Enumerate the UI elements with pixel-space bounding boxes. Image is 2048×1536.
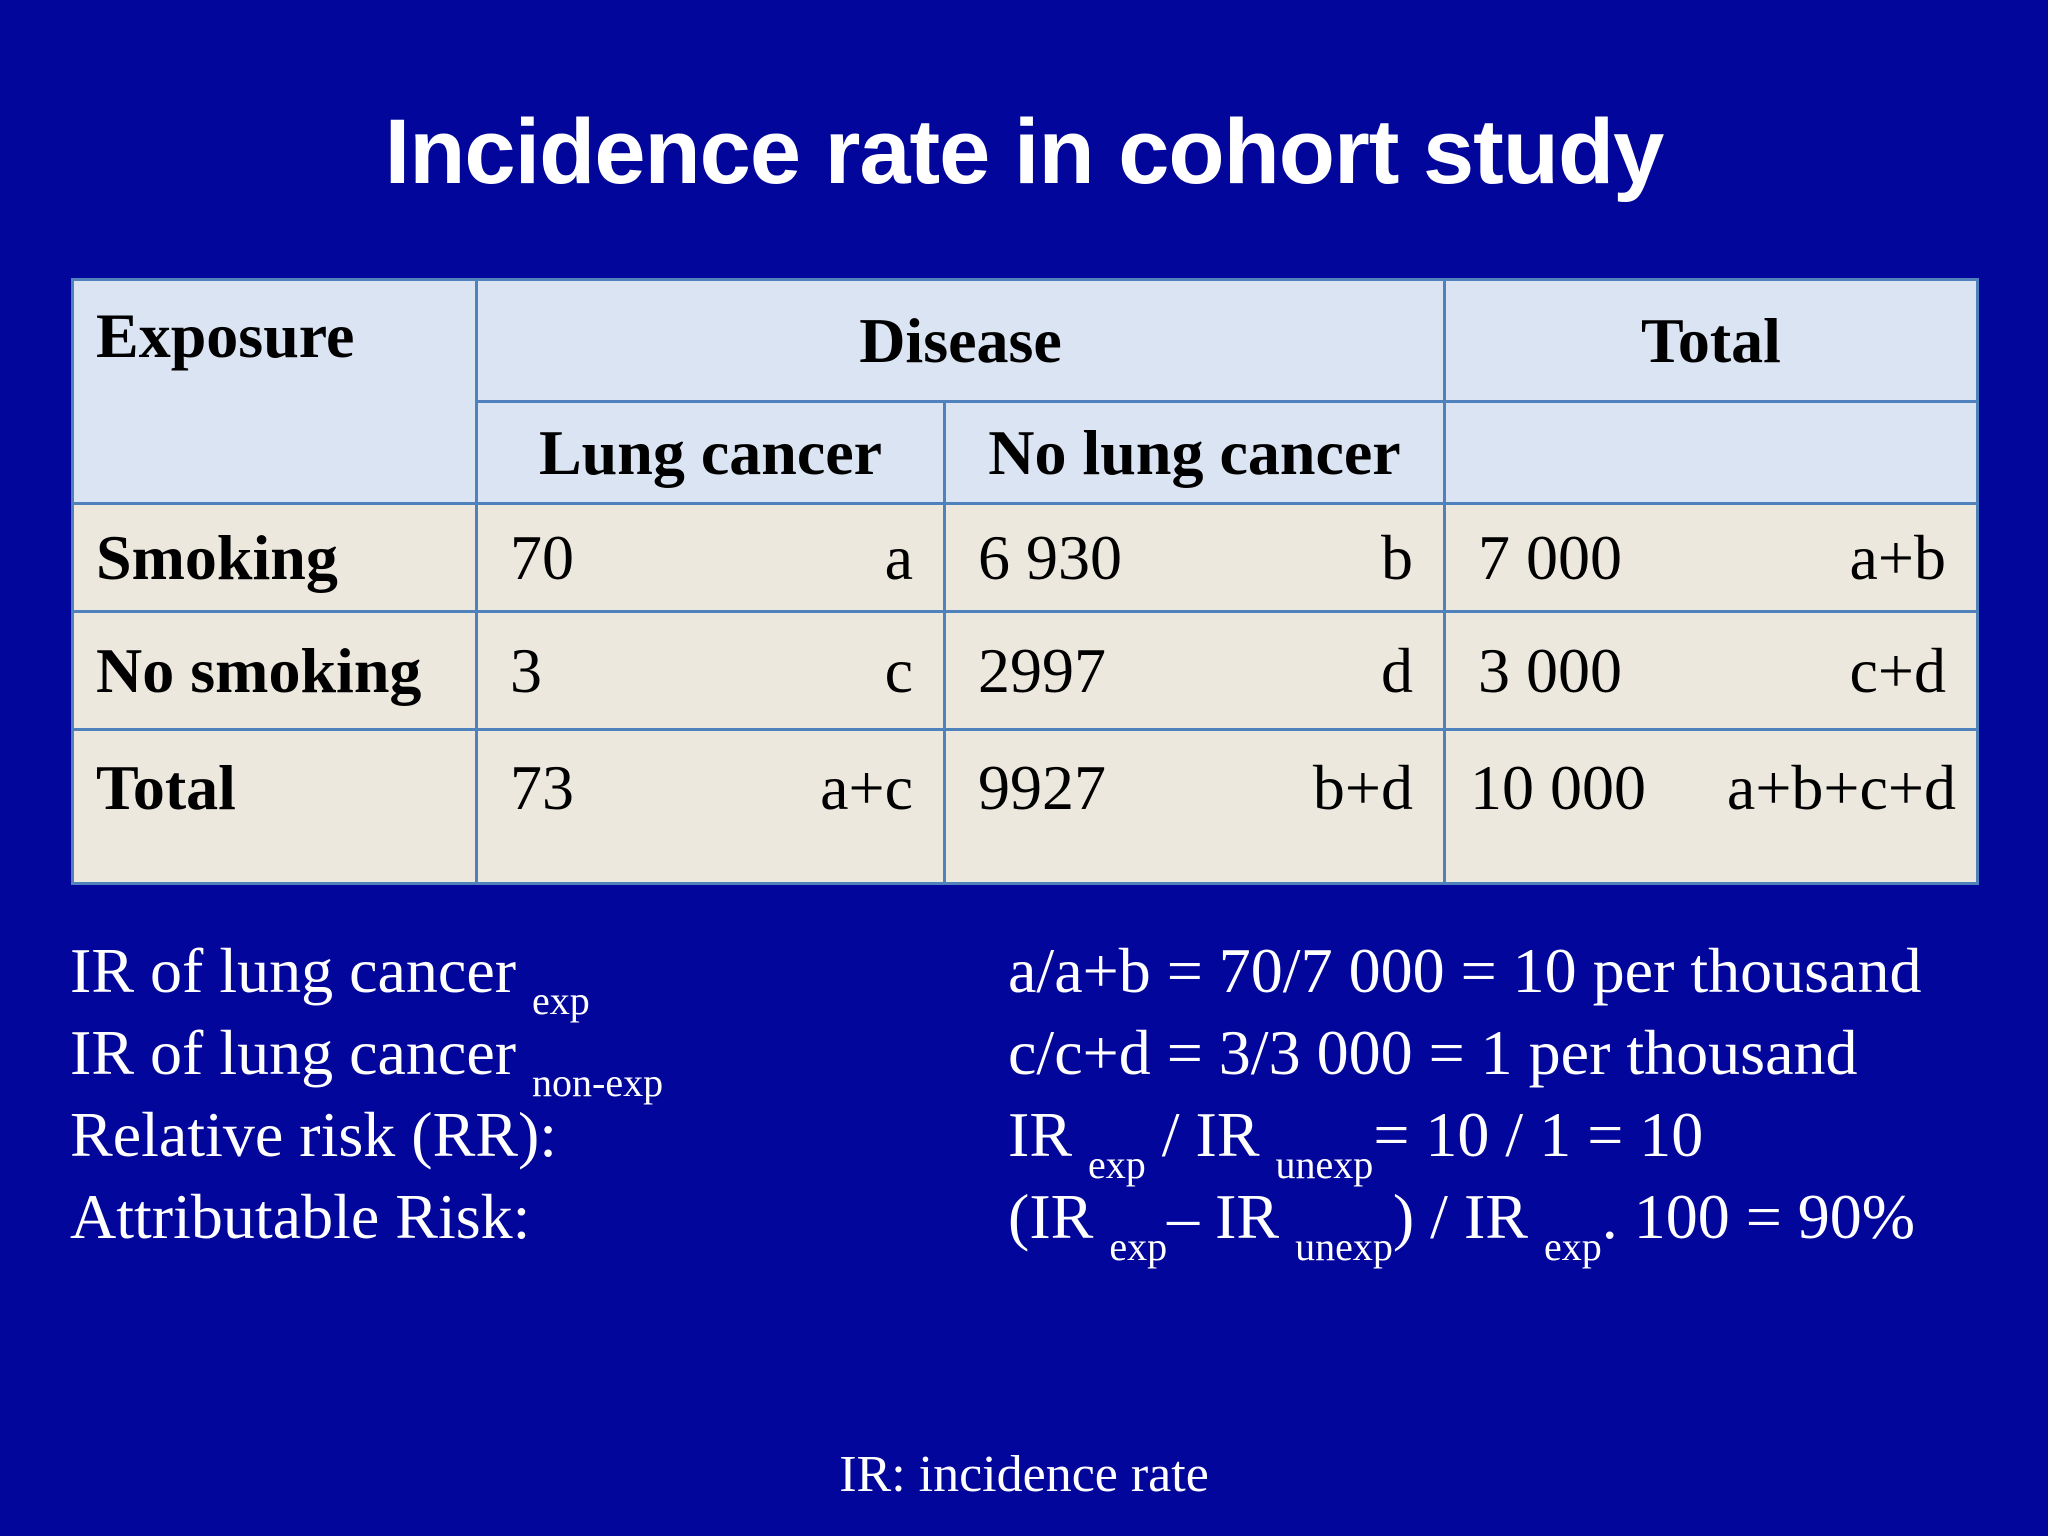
cell-symbol: a+b [1849,521,1947,593]
table-cell: 70 a [475,502,946,613]
table-cell: 6 930 b [943,502,1446,613]
row-label: No smoking [71,610,478,731]
label-ir-exposed: IR of lung cancer exp [70,935,590,1023]
table-row: Total 73 a+c 9927 b+d 10 000 a+b+c+d [71,728,1979,885]
slide-title: Incidence rate in cohort study [384,101,1665,203]
cell-symbol: a+b+c+d [1726,752,1956,823]
cell-value: 9927 [978,752,1106,823]
cell-value: 2997 [978,634,1106,706]
table-cell: 3 000 c+d [1443,610,1979,731]
label-attributable-risk: Attributable Risk: [70,1181,531,1252]
cell-value: 3 000 [1478,634,1622,706]
cell-value: 6 930 [978,521,1122,593]
label-ir-nonexposed: IR of lung cancer non-exp [70,1017,664,1105]
footnote: IR: incidence rate [839,1446,1209,1503]
formula-attributable-risk: (IR exp– IR unexp) / IR exp. 100 = 90% [1008,1181,1916,1269]
measure-labels: IR of lung cancer exp IR of lung cancer … [70,930,663,1258]
formula-ir-exposed: a/a+b = 70/7 000 = 10 per thousand [1008,935,1922,1006]
cell-value: 7 000 [1478,521,1622,593]
label-relative-risk: Relative risk (RR): [70,1099,558,1170]
table-cell: 2997 d [943,610,1446,731]
header-exposure: Exposure [71,278,478,505]
formula-ir-nonexposed: c/c+d = 3/3 000 = 1 per thousand [1008,1017,1858,1088]
table-row: Smoking 70 a 6 930 b 7 000 a+b [71,502,1979,613]
header-total-empty [1443,400,1979,505]
cell-value: 73 [510,752,574,823]
formulas: a/a+b = 70/7 000 = 10 per thousand c/c+d… [1008,930,1922,1269]
table-cell: 10 000 a+b+c+d [1443,728,1979,885]
table-cell: 9927 b+d [943,728,1446,885]
contingency-table: Exposure Disease Total Lung cancer No lu… [71,278,1979,885]
header-total: Total [1443,278,1979,403]
table-cell: 7 000 a+b [1443,502,1979,613]
cell-symbol: a [884,521,913,593]
cell-value: 10 000 [1470,752,1646,823]
formula-relative-risk: IR exp / IR unexp= 10 / 1 = 10 [1008,1099,1704,1187]
cell-symbol: c+d [1849,634,1947,706]
table-cell: 73 a+c [475,728,946,885]
header-lung-cancer: Lung cancer [475,400,946,505]
header-disease: Disease [475,278,1446,403]
cell-value: 3 [510,634,542,706]
cell-value: 70 [510,521,574,593]
row-label: Total [71,728,478,885]
cell-symbol: b [1381,521,1413,593]
cell-symbol: b+d [1312,752,1413,823]
cell-symbol: a+c [820,752,913,823]
cell-symbol: d [1381,634,1413,706]
header-no-lung-cancer: No lung cancer [943,400,1446,505]
row-label: Smoking [71,502,478,613]
cell-symbol: c [884,634,913,706]
